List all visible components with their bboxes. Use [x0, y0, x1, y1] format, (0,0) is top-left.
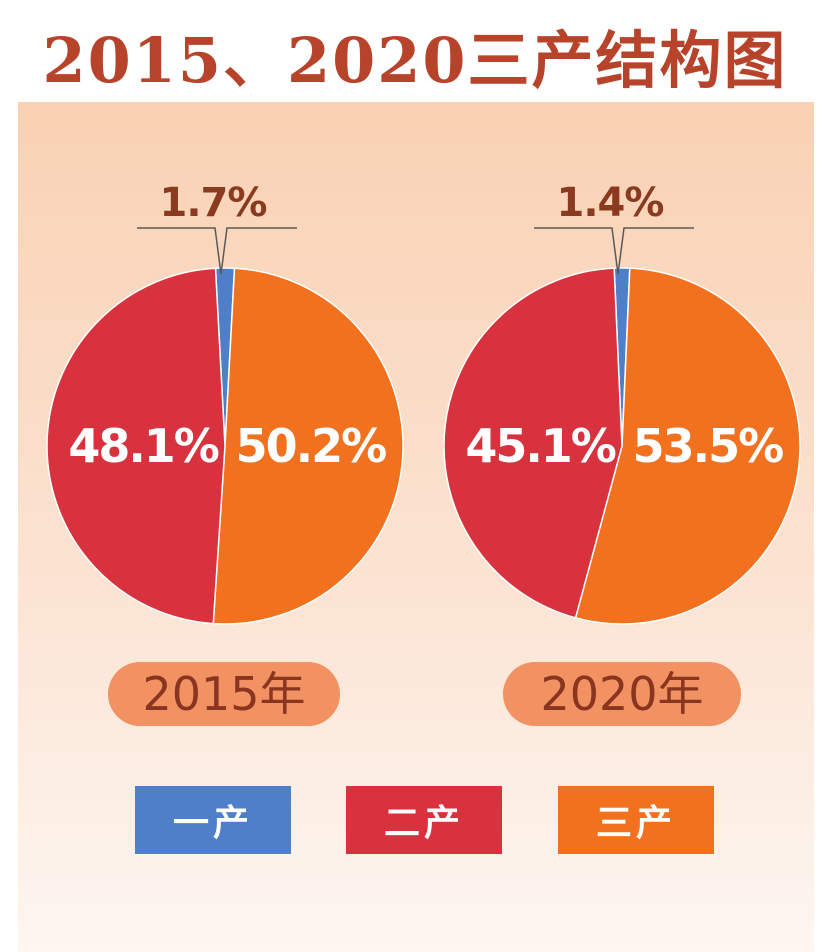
data-label-primary-0: 1.7% [160, 180, 267, 226]
data-label-primary-1: 1.4% [557, 180, 664, 226]
chart-title: 2015、2020三产结构图 [42, 24, 788, 97]
pie-slice-secondary-0 [46, 267, 226, 625]
pie-slice-tertiary-0 [212, 267, 404, 625]
year-label-0: 2015年 [142, 667, 305, 721]
legend-item-secondary: 二产 [346, 786, 502, 854]
callout-line-1 [534, 227, 694, 275]
year-pill-0 [108, 662, 340, 726]
pie-slice-secondary-1 [443, 267, 623, 619]
callout-line-0 [137, 227, 297, 275]
legend-item-tertiary: 三产 [558, 786, 714, 854]
data-label-tertiary-1: 53.5% [633, 419, 783, 473]
pie-slice-tertiary-1 [574, 267, 801, 625]
year-pill-1 [503, 662, 741, 726]
data-label-tertiary-0: 50.2% [236, 419, 386, 473]
legend-item-primary: 一产 [135, 786, 291, 854]
data-label-secondary-1: 45.1% [465, 419, 615, 473]
year-label-1: 2020年 [540, 667, 703, 721]
data-label-secondary-0: 48.1% [68, 419, 218, 473]
